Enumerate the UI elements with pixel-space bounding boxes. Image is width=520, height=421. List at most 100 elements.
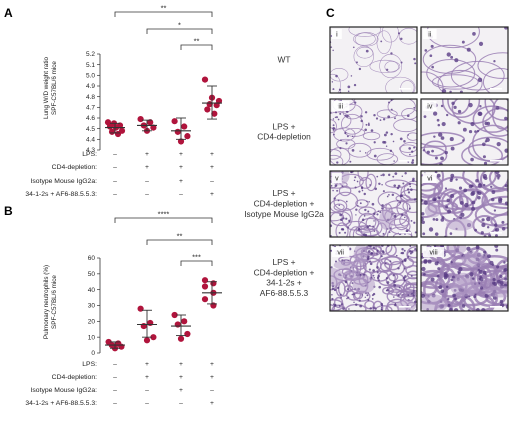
histology-nucleus (344, 114, 347, 117)
histology-image-label: iii (338, 104, 343, 111)
histology-nucleus (457, 121, 461, 125)
histology-nucleus (397, 294, 400, 297)
panel-letter-c: C (326, 6, 335, 20)
histology-nucleus (330, 184, 333, 187)
histology-nucleus (424, 49, 428, 52)
histology-alveolar-wall (405, 264, 417, 276)
chart-a-ytick-label: 4.6 (86, 115, 95, 122)
histology-nucleus (385, 145, 388, 147)
histology-nucleus (376, 266, 379, 269)
chart-a-treatment-sign: – (145, 178, 149, 185)
histology-nucleus (361, 294, 363, 296)
histology-infiltrate (446, 218, 475, 231)
histology-nucleus (406, 114, 410, 118)
histology-nucleus (331, 297, 334, 301)
histology-nucleus (463, 188, 468, 193)
histology-nucleus (396, 186, 400, 190)
histology-nucleus (381, 204, 384, 207)
histology-alveolar-wall (439, 262, 474, 279)
histology-nucleus (334, 116, 337, 119)
histology-nucleus (393, 214, 397, 218)
histology-alveolar-wall (331, 304, 347, 311)
histology-nucleus (360, 187, 364, 190)
histology-nucleus (382, 232, 385, 235)
histology-nucleus (364, 152, 367, 154)
histology-nucleus (381, 184, 383, 186)
histology-nucleus (372, 269, 375, 272)
chart-a-treatment-sign: – (179, 191, 183, 198)
histology-nucleus (449, 137, 454, 142)
histology-nucleus (335, 116, 338, 119)
histology-nucleus (347, 90, 350, 93)
histology-nucleus (481, 142, 486, 147)
histology-image-frame (329, 98, 418, 166)
chart-b-treatment-sign: – (113, 361, 117, 368)
histology-scale-bar (399, 88, 411, 90)
histology-nucleus (412, 292, 415, 295)
histology-nucleus (353, 179, 356, 182)
histology-nucleus (369, 307, 372, 310)
histology-nucleus (380, 174, 383, 177)
histology-alveolar-wall (406, 132, 417, 141)
histology-infiltrate (352, 275, 376, 294)
histology-nucleus (430, 277, 435, 282)
histology-nucleus (444, 273, 449, 278)
histology-nucleus (407, 134, 409, 136)
histology-nucleus (346, 135, 349, 138)
histology-nucleus (504, 201, 508, 205)
chart-b-data-point (150, 334, 157, 341)
histology-nucleus (344, 131, 347, 135)
histology-nucleus (380, 255, 383, 258)
histology-nucleus (447, 209, 452, 214)
histology-nucleus (404, 171, 407, 175)
histology-nucleus (390, 52, 393, 55)
chart-b-significance-bracket (180, 260, 213, 266)
histology-nucleus (403, 267, 406, 270)
histology-alveolar-wall (358, 206, 376, 216)
histology-alveolar-wall (341, 207, 353, 228)
histology-nucleus (347, 296, 350, 299)
histology-nucleus (437, 123, 441, 127)
histology-nucleus (470, 157, 474, 162)
histology-nucleus (445, 113, 449, 117)
histology-alveolar-wall (355, 199, 369, 208)
histology-image-label-box (332, 173, 342, 183)
histology-nucleus (341, 185, 344, 187)
chart-b-data-point (177, 335, 185, 342)
chart-a-treatment-sign: + (179, 164, 183, 171)
histology-infiltrate (343, 269, 361, 281)
histology-image-label: vii (337, 250, 344, 257)
histology-infiltrate (461, 251, 486, 268)
histology-nucleus (342, 217, 345, 220)
histology-nucleus (435, 218, 439, 222)
histology-nucleus (364, 296, 367, 298)
histology-alveolar-wall (398, 27, 417, 45)
chart-a-significance-bracket (180, 44, 213, 50)
histology-image-background (330, 27, 417, 93)
chart-b-treatment-sign: – (179, 400, 183, 407)
histology-nucleus (364, 208, 367, 212)
histology-nucleus (382, 173, 385, 177)
chart-b-treatment-sign: + (179, 387, 183, 394)
histology-alveolar-wall (421, 259, 450, 278)
histology-nucleus (339, 293, 342, 296)
histology-alveolar-wall (421, 171, 445, 192)
histology-nucleus (403, 279, 406, 282)
histology-nucleus (370, 129, 374, 132)
chart-a-treatment-sign: – (113, 164, 117, 171)
chart-a-ytick-label: 4.8 (86, 94, 95, 101)
histology-nucleus (471, 200, 476, 205)
histology-nucleus (392, 175, 395, 178)
histology-nucleus (421, 266, 426, 272)
histology-alveolar-wall (376, 258, 393, 273)
histology-nucleus (351, 293, 354, 296)
histology-nucleus (332, 303, 335, 306)
chart-b-treatment-sign: – (113, 387, 117, 394)
histology-nucleus (373, 230, 376, 232)
chart-a-marks (104, 76, 223, 145)
histology-nucleus (445, 285, 449, 288)
chart-b-ytick-label: 0 (91, 350, 95, 357)
histology-alveolar-wall (491, 99, 508, 130)
histology-nucleus (438, 132, 443, 137)
